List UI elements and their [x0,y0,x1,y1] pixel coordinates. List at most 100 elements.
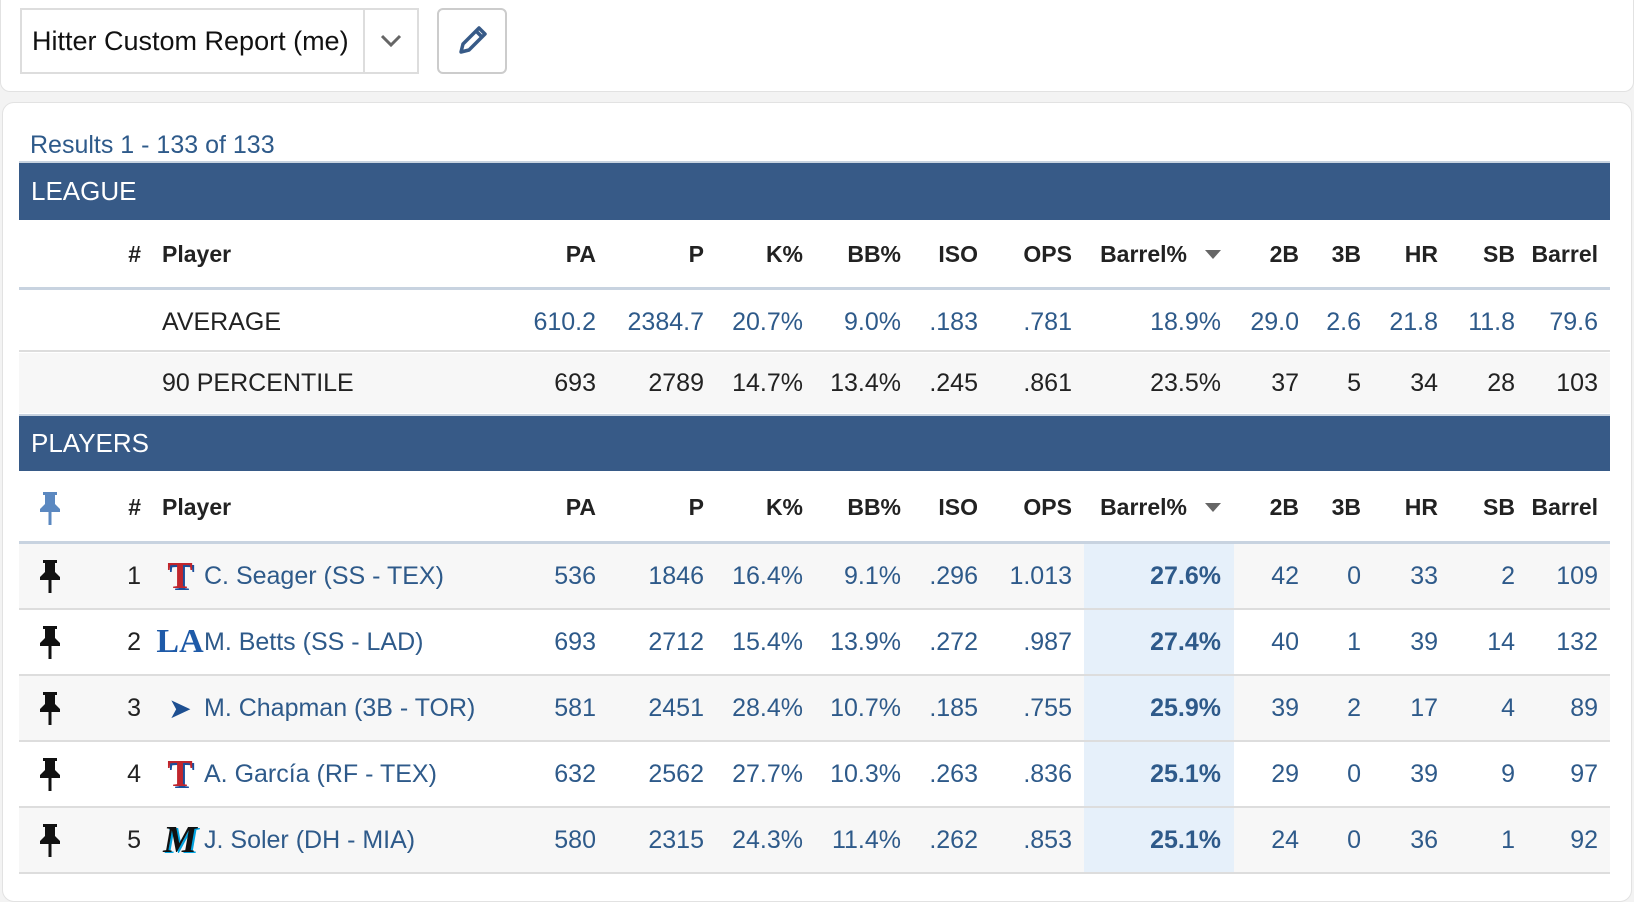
column-header-label: Player [162,241,232,267]
stat-barrel: 23.5% [1150,368,1221,397]
sort-desc-icon[interactable] [1205,250,1221,259]
player-rank: 4 [127,759,141,788]
stat-pa: 693 [554,368,596,397]
stat-ops: .987 [1023,627,1072,656]
stat-k: 24.3% [732,825,803,854]
column-header-iso[interactable]: ISO [910,474,987,541]
column-header-label: ISO [938,241,978,267]
chevron-down-icon[interactable] [363,10,417,72]
stat-barrel: 92 [1570,825,1598,854]
players-column-headers: # Player PA P K% BB% ISO OPS Barrel% 2B 3B HR SB Barr… [19,474,1610,544]
stat-bb: 9.1% [844,561,901,590]
pin-icon[interactable] [19,742,80,806]
stat-k: 16.4% [732,561,803,590]
player-cell[interactable]: M J. Soler (DH - MIA) [150,808,540,872]
column-header-bb-[interactable]: BB% [812,474,910,541]
player-name-link[interactable]: J. Soler (DH - MIA) [204,825,416,854]
pin-icon[interactable] [19,676,80,740]
report-select[interactable]: Hitter Custom Report (me) [20,8,419,74]
column-header--[interactable]: # [80,222,150,287]
column-header-p[interactable]: P [605,222,713,287]
column-header-label: Barrel [1531,494,1598,520]
stat-3b: 1 [1347,627,1361,656]
player-name-link[interactable]: C. Seager (SS - TEX) [204,561,444,590]
column-header-label: Barrel% [1100,494,1187,520]
stat-iso: .296 [929,561,978,590]
stat-3b: 2 [1347,693,1361,722]
column-header-player[interactable]: Player [150,474,540,541]
column-header-3b[interactable]: 3B [1308,474,1370,541]
column-header-ops[interactable]: OPS [987,222,1084,287]
column-header-2b[interactable]: 2B [1234,222,1308,287]
player-cell[interactable]: T A. García (RF - TEX) [150,742,540,806]
stat-p: 2315 [648,825,704,854]
stat-hr: 17 [1410,693,1438,722]
column-header-k-[interactable]: K% [713,222,812,287]
column-header-barrel-[interactable]: Barrel% [1084,474,1234,541]
column-header-barrel-[interactable]: Barrel% [1084,222,1234,287]
column-header-label: BB% [847,494,901,520]
stat-3b: 0 [1347,825,1361,854]
column-header-2b[interactable]: 2B [1234,474,1308,541]
column-header--[interactable]: # [80,474,150,541]
empty-cell [19,222,80,287]
results-count: Results 1 - 133 of 133 [30,131,275,159]
column-header-pa[interactable]: PA [540,474,605,541]
column-header-bb-[interactable]: BB% [812,222,910,287]
stat-barrel: 103 [1556,368,1598,397]
league-row-label: AVERAGE [162,307,282,336]
player-row[interactable]: 3 ➤ M. Chapman (3B - TOR) 581 2451 28.4% 10.7%… [19,676,1610,742]
player-rank: 3 [127,693,141,722]
column-header-barrel[interactable]: Barrel [1524,222,1610,287]
stat-bb: 11.4% [831,825,901,854]
pin-icon[interactable] [19,610,80,674]
column-header-label: K% [765,241,803,267]
column-header-label: PA [565,494,596,520]
player-row[interactable]: 5 M J. Soler (DH - MIA) 580 2315 24.3% 11.4% .2… [19,808,1610,874]
stat-p: 2451 [648,693,704,722]
column-header-hr[interactable]: HR [1370,222,1447,287]
stat-ops: 1.013 [1009,561,1072,590]
pin-icon[interactable] [19,808,80,872]
empty-cell [80,294,150,350]
column-header-sb[interactable]: SB [1447,474,1524,541]
stat-ops: .755 [1023,693,1072,722]
pin-all-icon[interactable] [19,474,80,541]
team-logo-tex: T [167,555,193,597]
column-header-player[interactable]: Player [150,222,540,287]
stat-barrel: 25.1% [1084,808,1234,872]
player-row[interactable]: 2 LA M. Betts (SS - LAD) 693 2712 15.4% 13.9%.… [19,610,1610,676]
stat-pa: 632 [554,759,596,788]
stat-iso: .245 [929,368,978,397]
column-header-label: # [128,494,141,520]
column-header-sb[interactable]: SB [1447,222,1524,287]
player-cell[interactable]: ➤ M. Chapman (3B - TOR) [150,676,540,740]
stat-bb: 13.4% [830,368,901,397]
player-name-link[interactable]: A. García (RF - TEX) [204,759,437,788]
column-header-k-[interactable]: K% [713,474,812,541]
stat-3b: 0 [1347,759,1361,788]
sort-desc-icon[interactable] [1205,503,1221,512]
column-header-3b[interactable]: 3B [1308,222,1370,287]
player-cell[interactable]: T C. Seager (SS - TEX) [150,544,540,608]
pin-icon[interactable] [19,544,80,608]
column-header-iso[interactable]: ISO [910,222,987,287]
stat-sb: 2 [1501,561,1515,590]
column-header-barrel[interactable]: Barrel [1524,474,1610,541]
stat-hr: 36 [1410,825,1438,854]
column-header-pa[interactable]: PA [540,222,605,287]
player-name-link[interactable]: M. Chapman (3B - TOR) [204,693,476,722]
player-cell[interactable]: LA M. Betts (SS - LAD) [150,610,540,674]
edit-report-button[interactable] [437,8,507,74]
player-row[interactable]: 4 T A. García (RF - TEX) 632 2562 27.7% 10.3%.… [19,742,1610,808]
column-header-p[interactable]: P [605,474,713,541]
player-name-link[interactable]: M. Betts (SS - LAD) [204,627,424,656]
stat-hr: 34 [1410,368,1438,397]
stat-pa: 536 [554,561,596,590]
player-row[interactable]: 1 T C. Seager (SS - TEX) 536 1846 16.4% 9.1% .2… [19,544,1610,610]
column-header-label: Barrel% [1100,241,1187,267]
stat-2b: 37 [1271,368,1299,397]
stat-ops: .861 [1023,368,1072,397]
column-header-hr[interactable]: HR [1370,474,1447,541]
column-header-ops[interactable]: OPS [987,474,1084,541]
